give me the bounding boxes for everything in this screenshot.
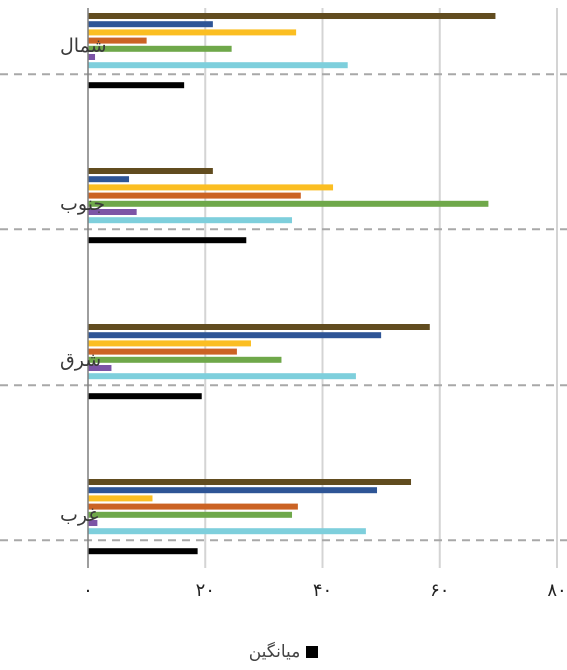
bar-cat3-series2 [88, 495, 153, 502]
bar-cat1-series6 [88, 217, 293, 224]
category-label-0: شمال [60, 35, 107, 57]
bar-cat3-series5 [88, 520, 98, 526]
bar-cat1-series1 [88, 176, 130, 183]
bar-cat0-series0 [88, 13, 496, 19]
legend-label-average: میانگین [248, 642, 301, 662]
bar-cat3-series4 [88, 511, 293, 518]
bar-cat3-series7 [88, 548, 198, 555]
bar-cat1-series3 [88, 192, 301, 199]
x-tick-label-4: ۸۰ [547, 580, 566, 601]
grid-lines [204, 8, 558, 568]
bar-cat1-series0 [88, 168, 213, 174]
bar-cat0-series1 [88, 21, 213, 28]
legend: میانگین [0, 642, 567, 662]
x-tick-label-0: ۰ [83, 580, 93, 601]
bar-cat3-series6 [88, 528, 366, 535]
bar-cat0-series4 [88, 45, 232, 52]
bar-cat2-series0 [88, 324, 430, 330]
category-label-2: شرق [60, 349, 101, 371]
bar-cat2-series3 [88, 348, 237, 355]
bar-cat0-series6 [88, 62, 348, 69]
x-tick-labels: ۰ ۲۰ ۴۰ ۶۰ ۸۰ [83, 580, 567, 601]
bar-cat1-series2 [88, 184, 334, 191]
x-tick-label-1: ۲۰ [196, 580, 215, 601]
bar-cat1-series7 [88, 237, 247, 244]
category-separators [0, 73, 567, 542]
bar-cat1-series5 [88, 209, 137, 215]
category-label-1: جنوب [60, 193, 105, 215]
bar-cat1-series4 [88, 200, 489, 207]
bar-series [88, 13, 496, 555]
x-tick-label-3: ۶۰ [430, 580, 449, 601]
legend-swatch-average [306, 646, 319, 658]
bar-cat0-series3 [88, 37, 147, 44]
bar-cat2-series1 [88, 332, 382, 339]
bar-cat2-series5 [88, 365, 112, 371]
bar-cat2-series7 [88, 393, 202, 400]
category-label-3: غرب [60, 504, 98, 526]
category-labels: شمال جنوب شرق غرب [60, 35, 107, 526]
bar-cat0-series2 [88, 29, 297, 36]
bar-cat2-series4 [88, 356, 282, 363]
bar-cat2-series2 [88, 340, 251, 347]
bar-cat3-series1 [88, 487, 378, 494]
x-tick-label-2: ۴۰ [313, 580, 332, 601]
bar-cat0-series7 [88, 82, 185, 89]
bar-cat0-series5 [88, 54, 96, 60]
bar-cat3-series0 [88, 479, 412, 485]
bar-cat3-series3 [88, 503, 298, 510]
bar-cat2-series6 [88, 373, 356, 380]
